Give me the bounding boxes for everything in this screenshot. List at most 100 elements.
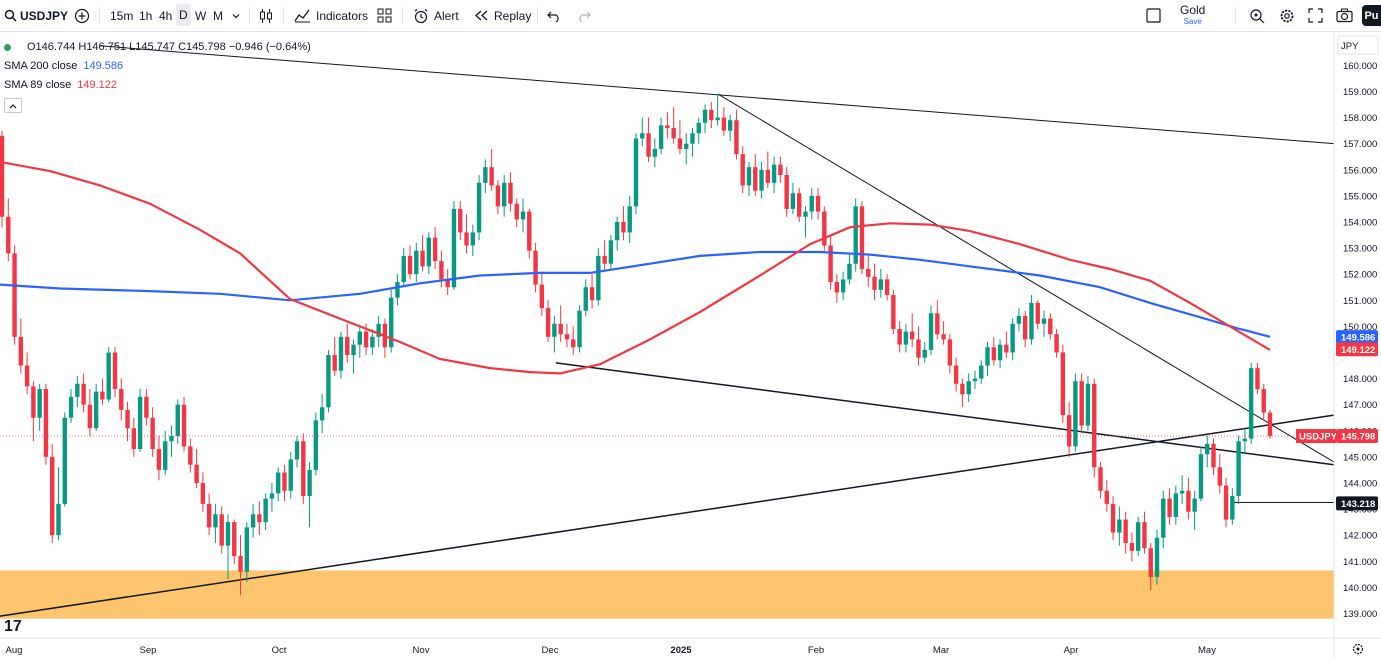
alert-button[interactable]: Alert bbox=[413, 0, 459, 31]
candle-body bbox=[658, 125, 664, 149]
candle bbox=[1236, 436, 1241, 504]
candle bbox=[238, 535, 243, 596]
candle bbox=[144, 389, 149, 426]
candle bbox=[558, 305, 563, 343]
trendline-2[interactable] bbox=[717, 93, 1335, 463]
trendline-3[interactable] bbox=[555, 362, 1335, 466]
symbol-search[interactable]: USDJPY bbox=[4, 0, 68, 31]
candle bbox=[690, 128, 695, 157]
candle-body bbox=[1173, 493, 1179, 517]
candle-body bbox=[445, 279, 450, 288]
candle bbox=[746, 161, 752, 196]
indicators-button[interactable]: Indicators bbox=[294, 0, 368, 31]
price-tick-label: 140.000 bbox=[1343, 583, 1377, 594]
candle-body bbox=[388, 297, 394, 348]
candle bbox=[834, 274, 840, 303]
candle bbox=[985, 342, 990, 376]
interval-1w[interactable]: W bbox=[195, 8, 207, 23]
sma89-line[interactable] bbox=[0, 160, 1271, 375]
replay-button[interactable]: Replay bbox=[474, 0, 531, 31]
templates-button[interactable] bbox=[377, 0, 392, 31]
candle-body bbox=[363, 331, 369, 348]
interval-4h[interactable]: 4h bbox=[159, 8, 173, 23]
currency-button[interactable] bbox=[1337, 35, 1379, 55]
layout-button[interactable] bbox=[1146, 0, 1161, 31]
candle-body bbox=[188, 446, 193, 465]
candle bbox=[326, 349, 331, 413]
candle-body bbox=[24, 365, 30, 387]
quick-search-button[interactable] bbox=[1249, 0, 1265, 31]
trendline-1[interactable] bbox=[99, 45, 1335, 145]
candle-body bbox=[690, 133, 695, 144]
candle-body bbox=[928, 313, 934, 350]
alert-label: Alert bbox=[434, 8, 459, 23]
candle-body bbox=[771, 164, 777, 183]
candle bbox=[514, 198, 519, 228]
price-tag-bg bbox=[1336, 342, 1378, 357]
candle-body bbox=[137, 396, 143, 450]
redo-button[interactable] bbox=[577, 0, 591, 31]
candle bbox=[1016, 308, 1022, 332]
candle bbox=[407, 245, 413, 280]
candle-body bbox=[1154, 537, 1160, 577]
candle bbox=[866, 255, 871, 288]
candle-body bbox=[476, 182, 482, 233]
candle-body bbox=[81, 383, 86, 405]
chart-type-button[interactable] bbox=[258, 0, 274, 31]
candle bbox=[351, 339, 356, 374]
candle-body bbox=[112, 352, 118, 390]
undo-button[interactable] bbox=[547, 0, 561, 31]
time-tick-label: Nov bbox=[413, 645, 430, 656]
settings-button[interactable] bbox=[1279, 0, 1295, 31]
candle bbox=[771, 156, 777, 194]
rewind-icon bbox=[475, 10, 488, 21]
candle bbox=[784, 167, 789, 217]
compare-button[interactable] bbox=[74, 0, 90, 31]
candle-body bbox=[1223, 485, 1229, 520]
candle bbox=[483, 159, 488, 194]
legend-collapse-button[interactable] bbox=[4, 98, 22, 113]
candle bbox=[696, 117, 701, 144]
sma89-row[interactable]: SMA 89 close 149.122 bbox=[4, 76, 311, 95]
interval-dropdown[interactable] bbox=[231, 0, 241, 31]
sma89-value: 149.122 bbox=[77, 79, 118, 91]
layout-save-button[interactable]: Gold Save bbox=[1180, 0, 1205, 31]
candle-body bbox=[1230, 496, 1235, 520]
candle bbox=[420, 235, 425, 272]
candle bbox=[376, 315, 381, 348]
candle bbox=[753, 154, 758, 196]
candle bbox=[1255, 362, 1260, 395]
interval-1m[interactable]: M bbox=[213, 8, 223, 23]
price-tick-label: 142.000 bbox=[1343, 531, 1377, 542]
candle-body bbox=[941, 334, 946, 340]
candle bbox=[131, 417, 137, 457]
candle-body bbox=[1092, 383, 1097, 468]
interval-15m[interactable]: 15m bbox=[110, 8, 134, 23]
candle-body bbox=[275, 472, 281, 494]
redo-icon bbox=[579, 11, 591, 22]
candle-body bbox=[301, 441, 306, 497]
price-tick-label: 145.000 bbox=[1343, 452, 1377, 463]
candle-body bbox=[420, 250, 425, 267]
sma200-line[interactable] bbox=[0, 250, 1271, 338]
candle bbox=[803, 206, 808, 238]
candle-body bbox=[740, 154, 745, 186]
fullscreen-button[interactable] bbox=[1308, 0, 1323, 31]
sma89-label: SMA 89 close bbox=[4, 79, 72, 91]
candle-body bbox=[897, 328, 902, 345]
sma200-row[interactable]: SMA 200 close 149.586 bbox=[4, 57, 311, 76]
candle-body bbox=[809, 195, 814, 212]
publish-button[interactable]: Pu bbox=[1362, 5, 1381, 26]
price-tag: USDJPY 145.798 bbox=[1296, 429, 1378, 444]
interval-1h[interactable]: 1h bbox=[139, 8, 153, 23]
price-chart[interactable]: JPY 17 160.000 159.000 158.000 157.000 156.0… bbox=[0, 31, 1381, 658]
goto-settings-icon[interactable] bbox=[1352, 643, 1364, 655]
candle-body bbox=[1010, 323, 1015, 353]
trendline-4[interactable] bbox=[0, 414, 1335, 617]
interval-1d[interactable]: D bbox=[176, 4, 191, 26]
candle-body bbox=[1085, 383, 1091, 426]
candle bbox=[1048, 313, 1053, 340]
snapshot-button[interactable] bbox=[1336, 0, 1353, 31]
candle-body bbox=[1029, 302, 1034, 340]
candle-body bbox=[313, 420, 319, 470]
